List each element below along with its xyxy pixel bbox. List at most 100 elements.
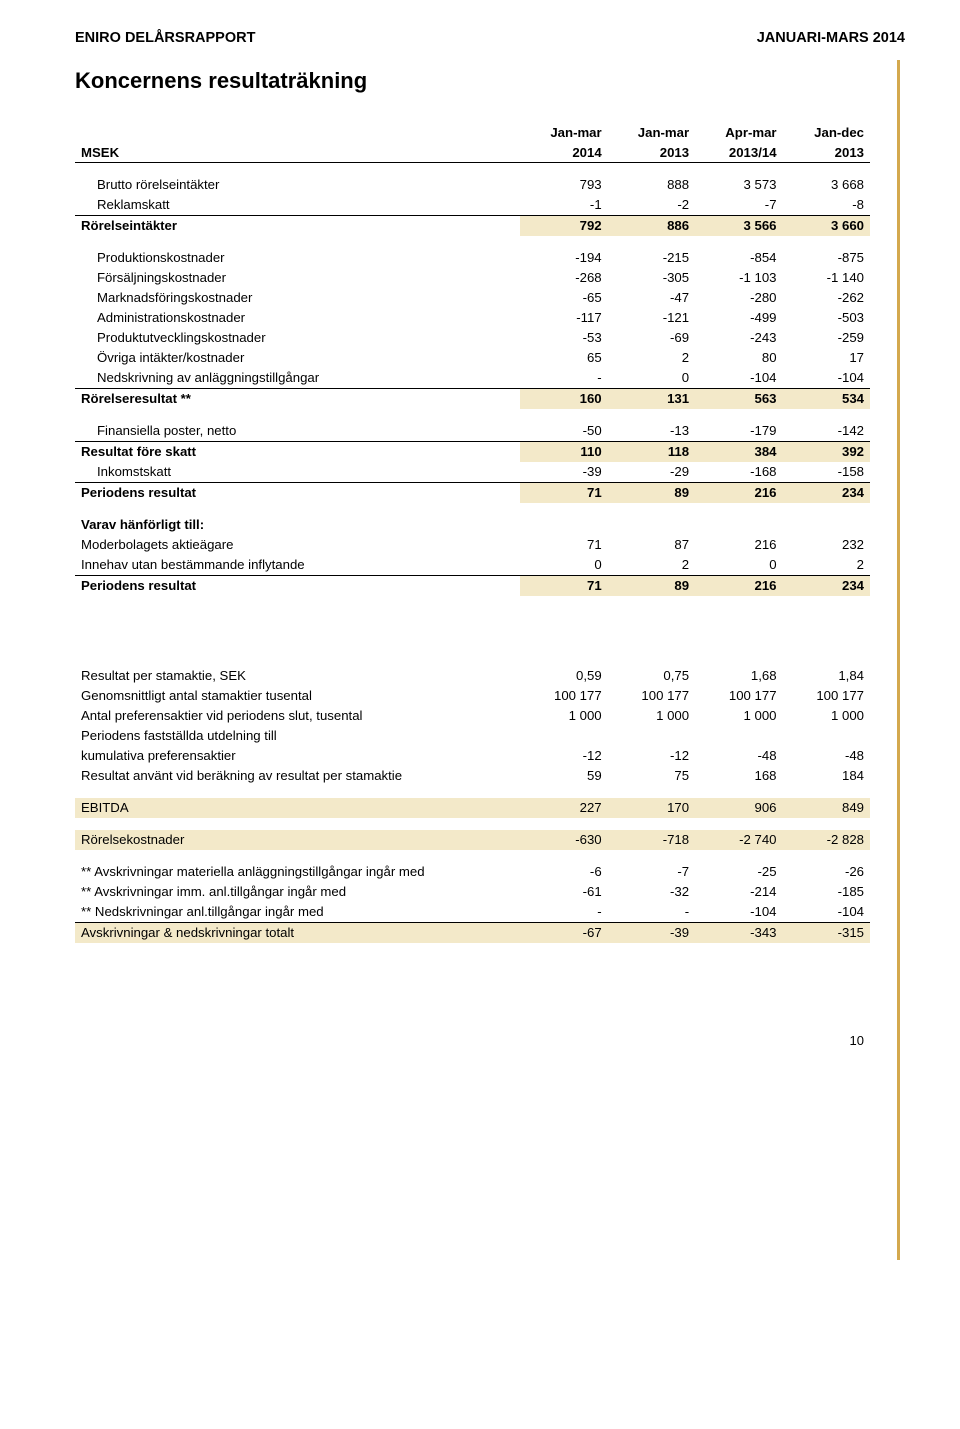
row-value: -2 828 [783,830,870,850]
table-row: Nedskrivning av anläggningstillgångar-0-… [75,368,870,389]
row-value: -8 [783,195,870,216]
table-row: Genomsnittligt antal stamaktier tusental… [75,686,870,706]
row-value: -117 [520,308,607,328]
header-right: JANUARI-MARS 2014 [757,30,905,46]
row-value: -1 [520,195,607,216]
row-value: 888 [608,175,695,195]
page-header: ENIRO DELÅRSRAPPORT JANUARI-MARS 2014 [75,30,905,46]
row-value: -50 [520,421,607,442]
row-value: -26 [783,862,870,882]
row-value: 3 566 [695,215,782,236]
row-value: -104 [695,902,782,923]
row-label [75,122,520,142]
row-value: 227 [520,798,607,818]
row-value: 1 000 [695,706,782,726]
row-label: Rörelseresultat ** [75,388,520,409]
table-row: Övriga intäkter/kostnader6528017 [75,348,870,368]
row-value: -1 103 [695,268,782,288]
row-value: -854 [695,248,782,268]
row-value: -630 [520,830,607,850]
row-value: -499 [695,308,782,328]
row-value: 71 [520,535,607,555]
row-value: -12 [520,746,607,766]
table-row: Reklamskatt-1-2-7-8 [75,195,870,216]
row-value: 1 000 [520,706,607,726]
row-value: -718 [608,830,695,850]
row-value: -280 [695,288,782,308]
row-value: -104 [695,368,782,389]
row-value: 131 [608,388,695,409]
row-value: 0 [520,555,607,576]
row-label: ** Nedskrivningar anl.tillgångar ingår m… [75,902,520,923]
row-value: -2 [608,195,695,216]
row-label: Genomsnittligt antal stamaktier tusental [75,686,520,706]
table-row: Rörelsekostnader-630-718-2 740-2 828 [75,830,870,850]
row-value: -168 [695,462,782,483]
row-value: -47 [608,288,695,308]
row-value: -32 [608,882,695,902]
table-row: ** Avskrivningar materiella anläggningst… [75,862,870,882]
row-value: -69 [608,328,695,348]
row-value: Jan-dec [783,122,870,142]
table-row: Resultat före skatt110118384392 [75,441,870,462]
row-value: 2013 [608,142,695,163]
row-value: -29 [608,462,695,483]
page-container: ENIRO DELÅRSRAPPORT JANUARI-MARS 2014 Ko… [0,0,960,1078]
row-value: 100 177 [695,686,782,706]
row-label: Rörelsekostnader [75,830,520,850]
row-value: - [520,368,607,389]
table-row: Innehav utan bestämmande inflytande0202 [75,555,870,576]
table-row: Varav hänförligt till: [75,515,870,535]
row-value: -158 [783,462,870,483]
table-row: Inkomstskatt-39-29-168-158 [75,462,870,483]
row-value: 3 660 [783,215,870,236]
table-row: Administrationskostnader-117-121-499-503 [75,308,870,328]
row-value: -214 [695,882,782,902]
table-row: Periodens fastställda utdelning till [75,726,870,746]
row-value: 793 [520,175,607,195]
row-value [783,726,870,746]
row-value: -259 [783,328,870,348]
row-value: 0,59 [520,666,607,686]
table-row: Rörelseresultat **160131563534 [75,388,870,409]
table-row: Periodens resultat7189216234 [75,575,870,596]
table-row: Antal preferensaktier vid periodens slut… [75,706,870,726]
row-value: -1 140 [783,268,870,288]
header-left: ENIRO DELÅRSRAPPORT [75,30,255,46]
row-label: Marknadsföringskostnader [75,288,520,308]
table-row: Avskrivningar & nedskrivningar totalt-67… [75,922,870,943]
row-value: 71 [520,575,607,596]
row-value: 392 [783,441,870,462]
row-value: 100 177 [520,686,607,706]
row-label: Finansiella poster, netto [75,421,520,442]
row-value [608,726,695,746]
row-label: ** Avskrivningar imm. anl.tillgångar ing… [75,882,520,902]
row-value: -6 [520,862,607,882]
row-value: 110 [520,441,607,462]
row-value: -185 [783,882,870,902]
row-value [520,515,607,535]
row-label: Övriga intäkter/kostnader [75,348,520,368]
row-value: 792 [520,215,607,236]
supplementary-table: Resultat per stamaktie, SEK0,590,751,681… [75,666,870,943]
row-value: -13 [608,421,695,442]
row-value: -343 [695,922,782,943]
row-value: -12 [608,746,695,766]
row-value: 232 [783,535,870,555]
row-value: 168 [695,766,782,786]
row-label: Inkomstskatt [75,462,520,483]
row-value: -104 [783,902,870,923]
row-value: -305 [608,268,695,288]
row-value: -48 [783,746,870,766]
row-label: EBITDA [75,798,520,818]
row-value: 384 [695,441,782,462]
row-value: -61 [520,882,607,902]
row-label: Innehav utan bestämmande inflytande [75,555,520,576]
row-value [520,726,607,746]
row-value [695,515,782,535]
table-row: Rörelseintäkter7928863 5663 660 [75,215,870,236]
row-value: 184 [783,766,870,786]
row-value: 1,84 [783,666,870,686]
row-value: 234 [783,482,870,503]
row-label: Resultat före skatt [75,441,520,462]
